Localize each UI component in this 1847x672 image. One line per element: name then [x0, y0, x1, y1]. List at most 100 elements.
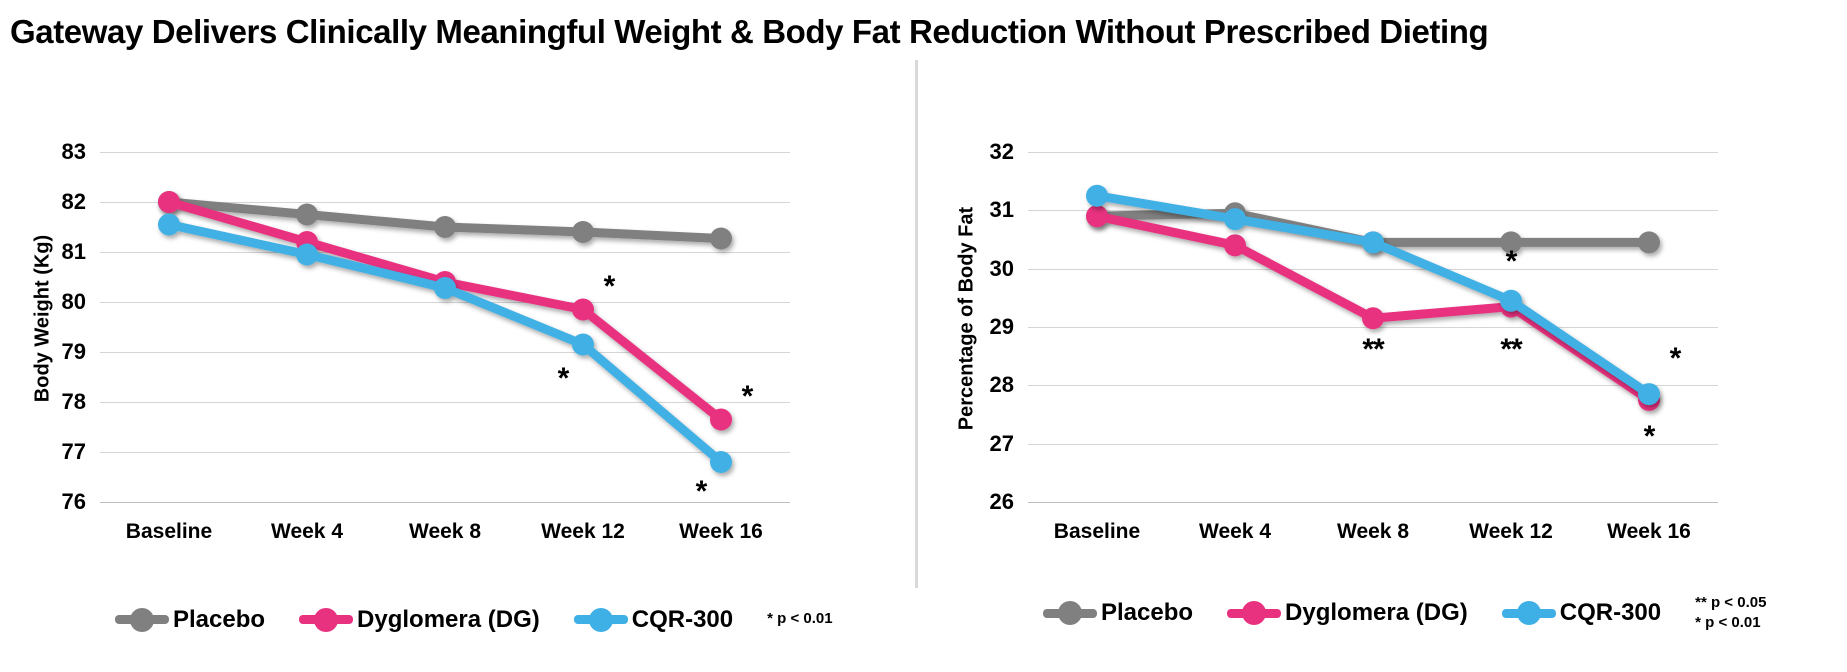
series-cqr-300: [158, 213, 732, 473]
significance-marker: *: [741, 379, 754, 413]
body-fat-plot-area: Percentage of Body Fat 26 27 28 29 30 31 32 Bas…: [918, 52, 1847, 572]
y-axis-tick-label: 27: [989, 430, 1014, 456]
y-axis-tick-label: 30: [989, 255, 1014, 281]
gridline: [1028, 384, 1718, 386]
y-axis-tick-label: 77: [61, 438, 86, 464]
p-value-notes: * p < 0.01: [767, 609, 832, 629]
charts-container: Body Weight (Kg) 76 77 78 79 80 81 82 83 Baselin…: [0, 52, 1847, 652]
legend-item-dyglomera-dg[interactable]: Dyglomera (DG): [1227, 599, 1468, 627]
x-axis-tick-label: Week 8: [409, 519, 481, 543]
data-point-marker: [296, 203, 318, 226]
data-point-marker: [434, 276, 456, 299]
gridline: [1028, 151, 1718, 153]
legend-label: CQR-300: [631, 605, 734, 633]
gridline: [1028, 268, 1718, 270]
x-axis-tick-label: Baseline: [1053, 519, 1141, 543]
x-axis-line: [1028, 501, 1718, 503]
x-axis-line: [100, 501, 790, 503]
series-layer: [158, 190, 732, 473]
data-point-marker: [710, 227, 732, 250]
y-axis-tick-label: 81: [61, 238, 86, 264]
legend-right: Placebo Dyglomera (DG) CQR-300 ** p < 0.05 *…: [918, 593, 1847, 634]
data-point-marker: [1638, 382, 1660, 405]
y-axis-tick-label: 29: [989, 313, 1014, 339]
y-axis-tick-label: 32: [989, 138, 1014, 164]
x-axis-tick-label: Baseline: [125, 519, 213, 543]
y-axis-tick-label: 31: [989, 196, 1014, 222]
panel-divider: [915, 59, 918, 588]
data-point-marker: [1086, 184, 1108, 207]
data-point-marker: [434, 215, 456, 238]
gridline: [100, 251, 790, 253]
data-point-marker: [1362, 231, 1384, 254]
x-axis-tick-label: Week 4: [271, 519, 343, 543]
significance-marker: *: [557, 362, 570, 396]
data-point-marker: [1224, 207, 1246, 230]
significance-marker: **: [1500, 332, 1522, 366]
x-axis-tick-label: Week 4: [1199, 519, 1271, 543]
y-axis-tick-label: 82: [61, 188, 86, 214]
significance-marker: *: [1669, 341, 1682, 375]
body-fat-chart-panel: Percentage of Body Fat 26 27 28 29 30 31 32 Bas…: [918, 52, 1847, 652]
x-axis-tick-label: Week 12: [1469, 519, 1553, 543]
gridline: [1028, 443, 1718, 445]
legend-left: Placebo Dyglomera (DG) CQR-300 * p < 0.01: [0, 606, 915, 634]
data-point-marker: [710, 450, 732, 473]
significance-marker: **: [1362, 332, 1384, 366]
data-point-marker: [710, 408, 732, 431]
significance-marker: *: [695, 474, 708, 508]
p-value-note: * p < 0.01: [1695, 614, 1761, 632]
data-point-marker: [1638, 231, 1660, 254]
p-value-notes: ** p < 0.05 * p < 0.01: [1695, 593, 1766, 634]
data-point-marker: [296, 243, 318, 266]
chart-page: Gateway Delivers Clinically Meaningful W…: [0, 0, 1847, 652]
x-axis-tick-label: Week 8: [1337, 519, 1409, 543]
y-axis-tick-label: 26: [989, 488, 1014, 514]
series-line: [164, 219, 726, 467]
legend-item-cqr-300[interactable]: CQR-300: [573, 605, 734, 634]
x-axis-tick-label: Week 12: [541, 519, 625, 543]
gridline: [100, 151, 790, 153]
legend-swatch-icon: [299, 615, 354, 625]
data-point-marker: [1086, 204, 1108, 227]
series-layer: [1086, 184, 1660, 411]
page-title: Gateway Delivers Clinically Meaningful W…: [10, 13, 1489, 50]
legend-label: CQR-300: [1559, 599, 1662, 627]
p-value-note: ** p < 0.05: [1695, 594, 1767, 612]
x-axis-tick-label: Week 16: [1607, 519, 1691, 543]
legend-swatch-icon: [1501, 608, 1556, 618]
legend-label: Dyglomera (DG): [1285, 599, 1468, 627]
legend-swatch-icon: [1043, 608, 1097, 618]
data-point-marker: [158, 190, 180, 213]
gridline: [1028, 209, 1718, 211]
legend-item-placebo[interactable]: Placebo: [1043, 599, 1193, 627]
legend-item-placebo[interactable]: Placebo: [115, 606, 265, 634]
body-weight-chart-panel: Body Weight (Kg) 76 77 78 79 80 81 82 83 Baselin…: [0, 52, 915, 652]
data-point-marker: [1362, 306, 1384, 329]
significance-marker: *: [1505, 245, 1518, 279]
data-point-marker: [572, 298, 594, 321]
gridline: [100, 401, 790, 403]
legend-swatch-icon: [1227, 608, 1282, 618]
legend-label: Dyglomera (DG): [357, 605, 540, 633]
data-point-marker: [1224, 233, 1246, 256]
legend-label: Placebo: [1101, 599, 1194, 627]
y-axis-tick-label: 79: [61, 338, 86, 364]
x-axis-tick-label: Week 16: [679, 519, 763, 543]
data-point-marker: [1500, 289, 1522, 312]
y-axis-tick-label: 28: [989, 371, 1014, 397]
data-point-marker: [158, 213, 180, 236]
significance-marker: *: [603, 269, 616, 303]
gridline: [100, 351, 790, 353]
data-point-marker: [1500, 231, 1522, 254]
y-axis-tick-label: 83: [61, 138, 86, 164]
legend-item-cqr-300[interactable]: CQR-300: [1501, 599, 1662, 627]
y-axis-tick-label: 78: [61, 388, 86, 414]
y-axis-tick-label: 80: [61, 288, 86, 314]
legend-swatch-icon: [573, 615, 628, 625]
significance-marker: *: [1643, 420, 1656, 454]
gridline: [100, 451, 790, 453]
legend-item-dyglomera-dg[interactable]: Dyglomera (DG): [299, 606, 540, 634]
gridline: [100, 201, 790, 203]
legend-label: Placebo: [173, 605, 266, 633]
